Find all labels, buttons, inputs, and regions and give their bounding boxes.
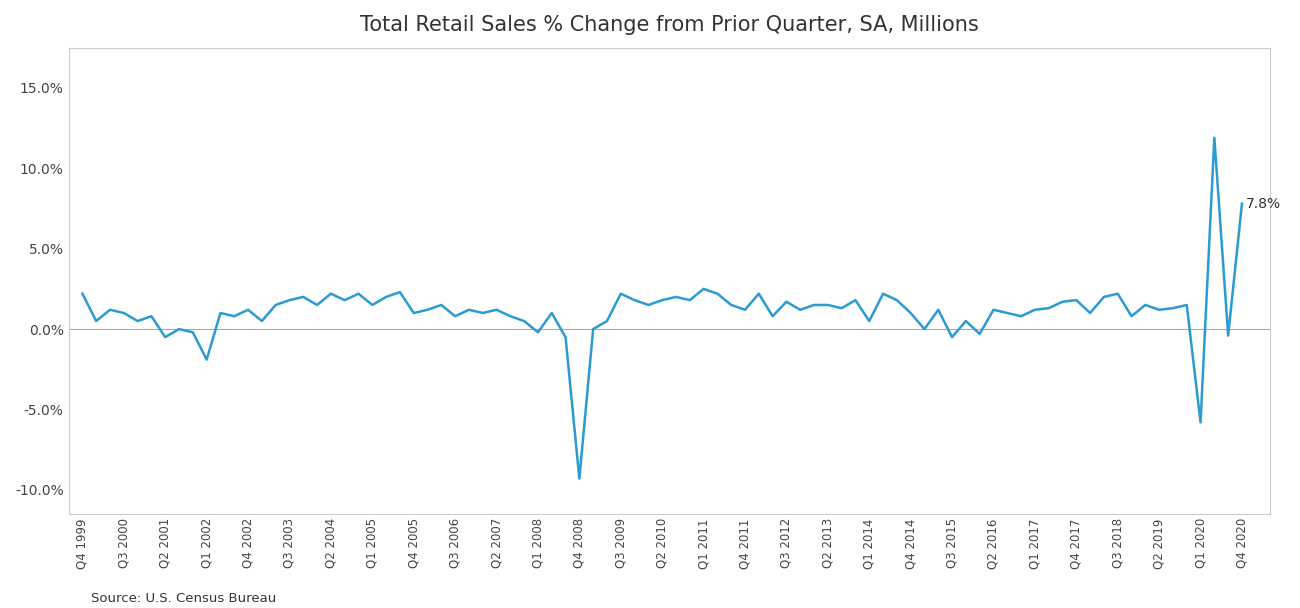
Title: Total Retail Sales % Change from Prior Quarter, SA, Millions: Total Retail Sales % Change from Prior Q…: [360, 15, 979, 35]
Text: 7.8%: 7.8%: [1247, 196, 1282, 210]
Text: Source: U.S. Census Bureau: Source: U.S. Census Bureau: [91, 592, 276, 605]
